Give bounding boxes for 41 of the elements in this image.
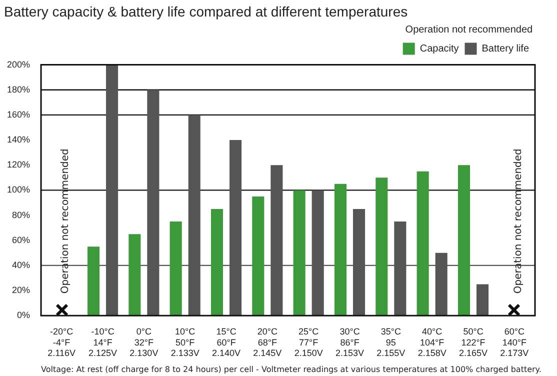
y-tick-label: 20% (12, 285, 30, 296)
bar (128, 234, 141, 316)
x-tick-label: 40°C 104°F 2.158V (418, 326, 446, 358)
legend-label: Battery life (482, 44, 530, 55)
y-tick-label: 160% (6, 109, 30, 120)
x-tick-label: -10°C 14°F 2.125V (88, 326, 118, 358)
y-tick-label: 180% (6, 84, 30, 94)
text: Voltage: At rest (off charge for 8 to 24 hours) per cell - Voltmeter readings at various temperatures at 100% charged battery. (41, 365, 542, 374)
bar (293, 190, 306, 316)
legend-title: Operation not recommended (405, 24, 533, 36)
y-tick-label: 140% (6, 134, 30, 145)
x-tick-label: 35°C 95 2.155V (376, 326, 406, 358)
y-tick-label: 200% (6, 59, 30, 70)
x-tick-label: 10°C 50°F 2.133V (170, 326, 200, 358)
bar (210, 209, 224, 316)
bar (376, 178, 388, 316)
x-tick-label: 60°C 140°F 2.173V (500, 326, 529, 358)
annotation: Operation not recommended (60, 148, 72, 294)
y-tick-label: 100% (6, 184, 30, 195)
x-tick-label: -20°C -4°F 2.116V (48, 326, 76, 358)
y-tick-label: 60% (12, 234, 30, 245)
legend-label: Capacity (420, 44, 459, 55)
annotation: Operation not recommended (513, 148, 524, 294)
bar (334, 184, 347, 316)
x-tick-label: 0°C 32°F 2.130V (130, 326, 158, 358)
y-tick-label: 80% (12, 210, 30, 220)
chart-title: Battery capacity & battery life compared at different temperatures (4, 3, 408, 20)
bar (87, 246, 100, 316)
bar (416, 171, 429, 316)
bar (476, 284, 489, 316)
x-tick-label: 30°C 86°F 2.153V (335, 326, 364, 358)
bar (252, 196, 264, 316)
y-tick-label: 120% (6, 160, 30, 170)
bar (170, 222, 182, 316)
y-tick-label: 40% (12, 260, 30, 270)
x-tick-label: 20°C 68°F 2.145V (253, 326, 282, 358)
y-tick-label: 0% (17, 310, 30, 320)
x-tick-label: 25°C 77°F 2.150V (294, 326, 323, 358)
x-tick-label: 50°C 122°F 2.165V (458, 326, 488, 358)
x-tick-label: 15°C 60°F 2.140V (212, 326, 241, 358)
bar (458, 165, 470, 316)
